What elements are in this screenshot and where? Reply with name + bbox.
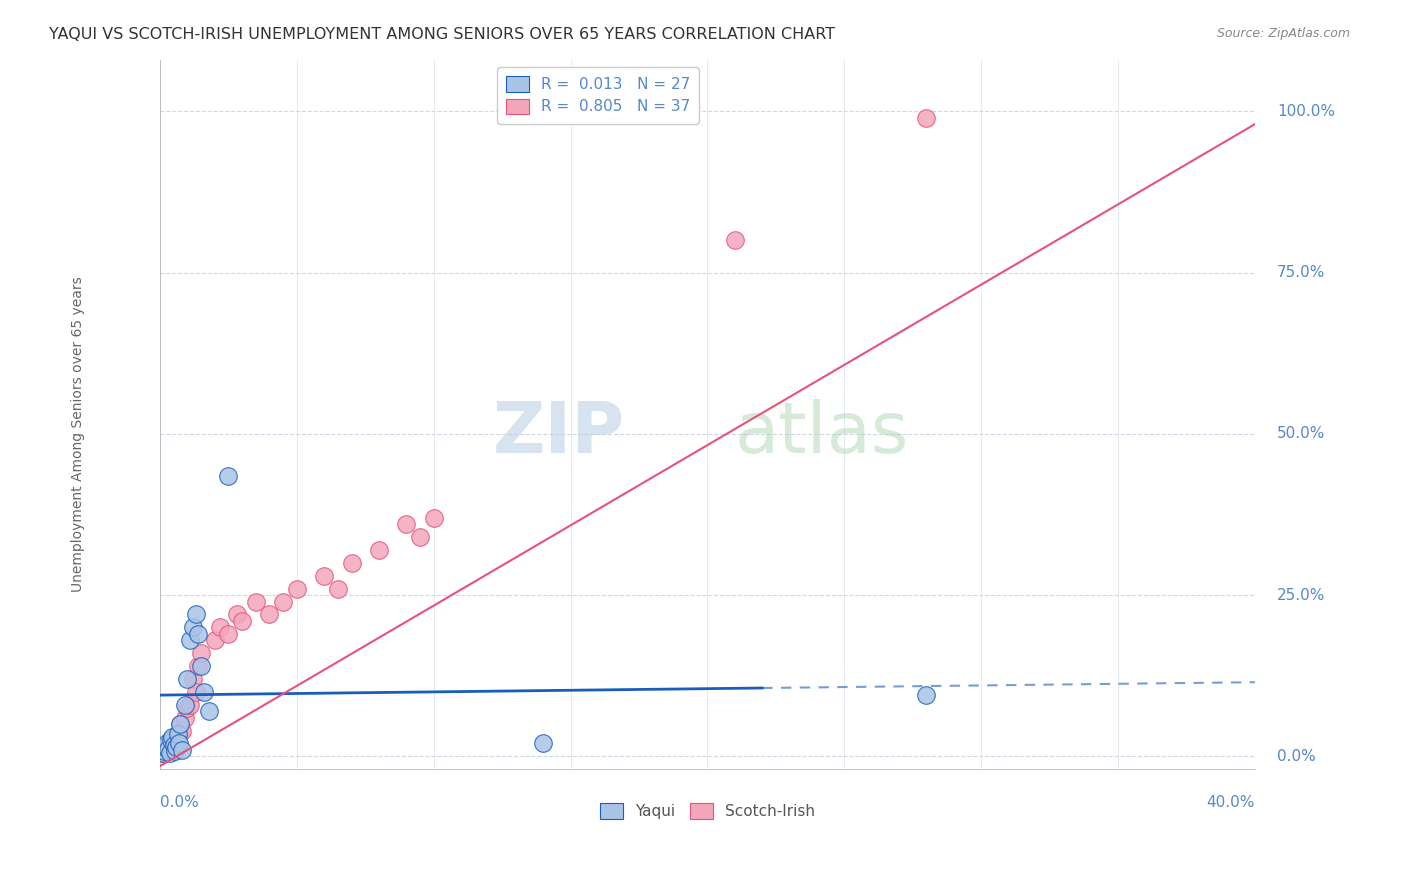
- Point: [204, 633, 226, 648]
- Point: [170, 743, 193, 757]
- Point: [173, 698, 195, 712]
- Point: [160, 733, 183, 747]
- Text: 0.0%: 0.0%: [1277, 749, 1316, 764]
- Text: 75.0%: 75.0%: [1277, 265, 1326, 280]
- Text: Source: ZipAtlas.com: Source: ZipAtlas.com: [1216, 27, 1350, 40]
- Text: atlas: atlas: [735, 400, 910, 468]
- Point: [170, 723, 193, 738]
- Point: [187, 659, 209, 673]
- Point: [155, 739, 177, 754]
- Text: 100.0%: 100.0%: [1277, 103, 1334, 119]
- Legend: Yaqui, Scotch-Irish: Yaqui, Scotch-Irish: [593, 797, 821, 825]
- Point: [184, 607, 207, 622]
- Point: [231, 614, 253, 628]
- Point: [915, 111, 938, 125]
- Text: 25.0%: 25.0%: [1277, 588, 1326, 603]
- Point: [163, 737, 186, 751]
- Point: [157, 739, 180, 754]
- Point: [169, 717, 191, 731]
- Point: [162, 730, 184, 744]
- Point: [179, 633, 201, 648]
- Point: [159, 733, 181, 747]
- Point: [157, 741, 180, 756]
- Point: [165, 739, 187, 754]
- Point: [184, 685, 207, 699]
- Point: [152, 746, 174, 760]
- Point: [152, 746, 174, 760]
- Point: [181, 672, 204, 686]
- Text: 0.0%: 0.0%: [160, 795, 198, 810]
- Point: [217, 468, 239, 483]
- Point: [225, 607, 247, 622]
- Point: [163, 730, 186, 744]
- Point: [160, 741, 183, 756]
- Point: [176, 701, 198, 715]
- Point: [915, 688, 938, 702]
- Point: [165, 738, 187, 752]
- Point: [340, 556, 363, 570]
- Point: [193, 685, 215, 699]
- Point: [176, 672, 198, 686]
- Text: 50.0%: 50.0%: [1277, 426, 1326, 442]
- Point: [285, 582, 308, 596]
- Point: [209, 620, 232, 634]
- Point: [156, 737, 179, 751]
- Text: Unemployment Among Seniors over 65 years: Unemployment Among Seniors over 65 years: [70, 276, 84, 591]
- Point: [395, 517, 418, 532]
- Point: [531, 737, 554, 751]
- Point: [153, 743, 176, 757]
- Point: [409, 530, 432, 544]
- Point: [179, 698, 201, 712]
- Point: [190, 659, 212, 673]
- Point: [259, 607, 281, 622]
- Point: [368, 543, 391, 558]
- Point: [326, 582, 349, 596]
- Point: [245, 594, 267, 608]
- Point: [155, 744, 177, 758]
- Point: [173, 711, 195, 725]
- Point: [163, 738, 186, 752]
- Point: [159, 746, 181, 760]
- Point: [198, 704, 221, 718]
- Text: ZIP: ZIP: [494, 400, 626, 468]
- Point: [271, 594, 294, 608]
- Point: [422, 510, 444, 524]
- Point: [166, 727, 188, 741]
- Point: [190, 646, 212, 660]
- Point: [724, 233, 747, 247]
- Point: [217, 627, 239, 641]
- Point: [169, 717, 191, 731]
- Point: [153, 744, 176, 758]
- Point: [181, 620, 204, 634]
- Point: [167, 727, 190, 741]
- Point: [187, 627, 209, 641]
- Point: [314, 568, 336, 582]
- Text: 40.0%: 40.0%: [1206, 795, 1256, 810]
- Point: [167, 737, 190, 751]
- Text: YAQUI VS SCOTCH-IRISH UNEMPLOYMENT AMONG SENIORS OVER 65 YEARS CORRELATION CHART: YAQUI VS SCOTCH-IRISH UNEMPLOYMENT AMONG…: [49, 27, 835, 42]
- Point: [163, 744, 186, 758]
